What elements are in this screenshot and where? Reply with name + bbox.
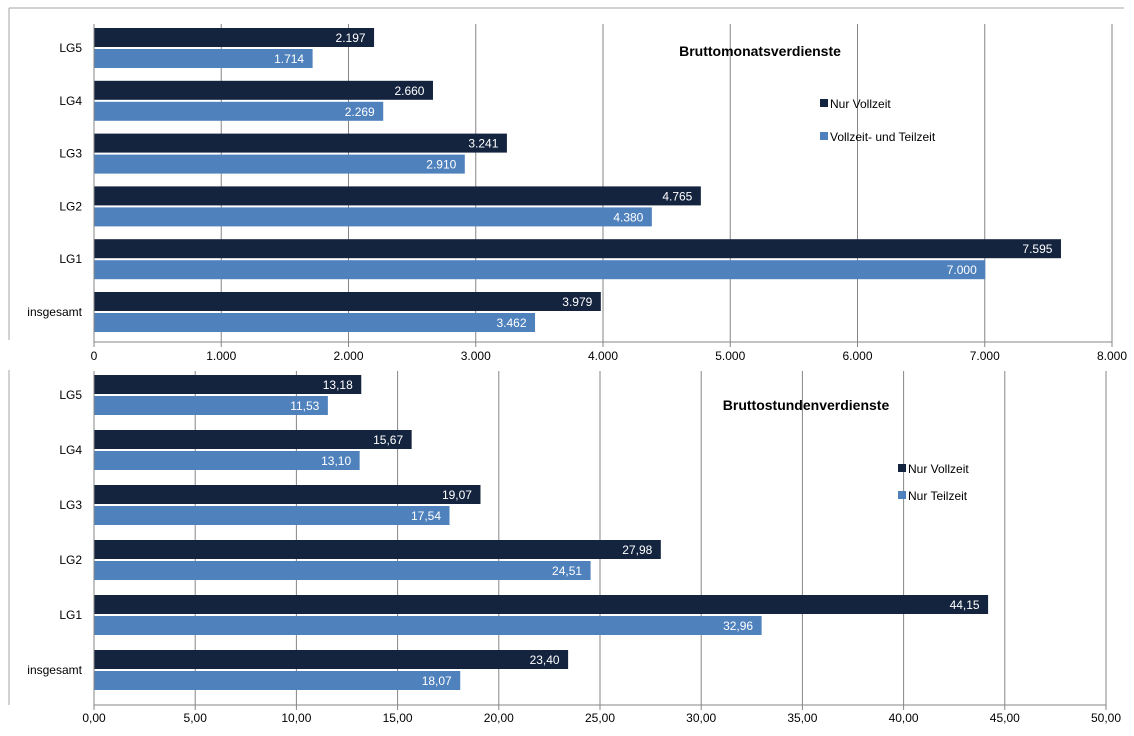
data-label: 13,18	[323, 378, 353, 392]
category-label: LG3	[59, 147, 82, 161]
data-label: 17,54	[411, 509, 441, 523]
category-label: LG5	[59, 388, 82, 402]
data-label: 4.380	[613, 210, 643, 224]
category-label: LG1	[59, 252, 82, 266]
x-tick-label: 40,00	[889, 711, 919, 725]
bar-series-1	[94, 133, 507, 153]
legend-swatch	[898, 491, 906, 499]
legend-swatch	[898, 464, 906, 472]
bar-series-1	[94, 485, 481, 504]
x-tick-label: 0,00	[82, 711, 106, 725]
chart-title: Bruttostundenverdienste	[723, 397, 890, 413]
bar-series-2	[94, 396, 328, 415]
chart-panel-2: 0,00 5,00 10,00 15,00 20,00 25,00 30,00 35,00 40…	[8, 370, 1121, 725]
category-label: insgesamt	[27, 305, 82, 319]
bar-series-1	[94, 650, 569, 669]
bar-series-2	[94, 616, 762, 635]
bar-series-2	[94, 506, 450, 525]
data-label: 3.979	[562, 295, 592, 309]
x-tick-label: 2.000	[333, 349, 363, 363]
data-label: 44,15	[950, 598, 980, 612]
bar-series-1	[94, 375, 362, 394]
category-label: insgesamt	[27, 663, 82, 677]
chart-title: Bruttomonatsverdienste	[679, 43, 841, 59]
x-tick-label: 3.000	[461, 349, 491, 363]
data-label: 3.241	[468, 137, 498, 151]
bar-series-2	[94, 561, 591, 580]
category-label: LG4	[59, 443, 82, 457]
bar-series-2	[94, 207, 652, 227]
x-tick-label: 5,00	[184, 711, 208, 725]
x-tick-label: 4.000	[588, 349, 618, 363]
bar-series-1	[94, 595, 989, 614]
data-label: 2.197	[336, 31, 366, 45]
x-tick-label: 8.000	[1097, 349, 1127, 363]
category-label: LG5	[59, 41, 82, 55]
data-label: 3.462	[497, 316, 527, 330]
data-label: 2.910	[426, 158, 456, 172]
data-label: 2.269	[345, 105, 375, 119]
chart-panel-1: 0 1.000 2.000 3.000 4.000 5.000 6.000 7.000 8.00…	[8, 7, 1127, 363]
bar-series-2	[94, 451, 360, 470]
category-label: LG4	[59, 94, 82, 108]
bar-series-2	[94, 260, 986, 280]
data-label: 13,10	[321, 454, 351, 468]
data-label: 2.660	[394, 84, 424, 98]
data-label: 15,67	[373, 433, 403, 447]
legend-label: Nur Teilzeit	[908, 489, 968, 503]
bar-series-1	[94, 80, 433, 100]
data-label: 32,96	[723, 619, 753, 633]
bar-series-2	[94, 154, 465, 174]
x-tick-label: 6.000	[842, 349, 872, 363]
data-label: 7.000	[947, 263, 977, 277]
data-label: 18,07	[422, 674, 452, 688]
x-tick-label: 1.000	[206, 349, 236, 363]
x-tick-label: 45,00	[990, 711, 1020, 725]
x-tick-label: 50,00	[1091, 711, 1121, 725]
x-tick-label: 10,00	[281, 711, 311, 725]
x-tick-label: 15,00	[383, 711, 413, 725]
data-label: 24,51	[552, 564, 582, 578]
category-label: LG3	[59, 498, 82, 512]
legend-label: Vollzeit- und Teilzeit	[830, 130, 936, 144]
data-label: 27,98	[622, 543, 652, 557]
legend-swatch	[820, 132, 828, 140]
category-label: LG2	[59, 553, 82, 567]
x-tick-label: 7.000	[970, 349, 1000, 363]
data-label: 19,07	[442, 488, 472, 502]
category-label: LG2	[59, 199, 82, 213]
x-tick-label: 30,00	[686, 711, 716, 725]
x-tick-label: 0	[91, 349, 98, 363]
data-label: 11,53	[290, 399, 319, 413]
x-tick-label: 5.000	[715, 349, 745, 363]
x-tick-label: 35,00	[787, 711, 817, 725]
data-label: 4.765	[662, 189, 692, 203]
data-label: 7.595	[1022, 242, 1052, 256]
data-label: 1.714	[274, 52, 304, 66]
data-label: 23,40	[530, 653, 560, 667]
bar-series-1	[94, 430, 412, 449]
bar-series-2	[94, 671, 461, 690]
bar-series-1	[94, 186, 701, 206]
legend-swatch	[820, 99, 828, 107]
x-tick-label: 20,00	[484, 711, 514, 725]
category-label: LG1	[59, 608, 82, 622]
bar-series-2	[94, 313, 536, 332]
bar-series-1	[94, 239, 1061, 259]
bar-series-1	[94, 28, 375, 47]
legend-label: Nur Vollzeit	[908, 462, 969, 476]
legend-label: Nur Vollzeit	[830, 97, 891, 111]
bar-series-1	[94, 540, 661, 559]
bar-series-2	[94, 101, 384, 121]
x-tick-label: 25,00	[585, 711, 615, 725]
bar-series-2	[94, 49, 313, 68]
bar-series-1	[94, 292, 601, 311]
